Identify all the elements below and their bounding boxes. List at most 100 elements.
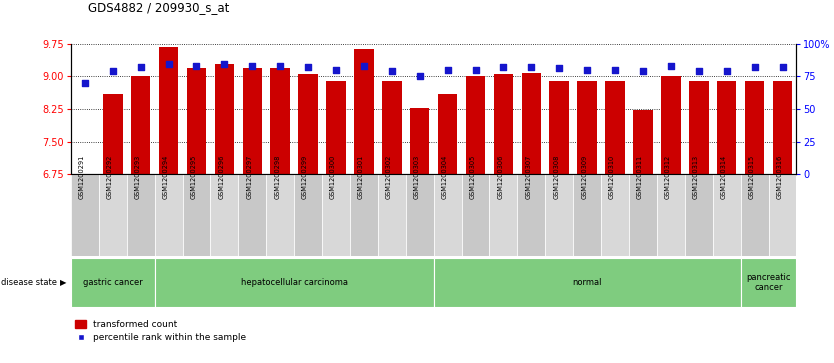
Point [580,67,594,73]
Point [692,68,706,74]
Bar [685,174,713,256]
Text: gastric cancer: gastric cancer [83,278,143,287]
Point [776,64,789,70]
Point [385,68,399,74]
Bar [187,68,206,174]
Bar [103,94,123,174]
Point [78,80,92,86]
Bar [322,174,350,256]
Text: GSM1200302: GSM1200302 [386,155,392,199]
Bar [490,174,517,256]
Bar [239,174,266,256]
Bar [494,74,513,174]
Text: GSM1200300: GSM1200300 [330,155,336,199]
Point [720,68,733,74]
Bar [131,76,150,174]
Point [329,67,343,73]
Text: GSM1200297: GSM1200297 [246,155,252,199]
Text: GSM1200305: GSM1200305 [470,155,475,199]
Bar [158,46,178,174]
Bar [773,81,792,174]
Bar [745,81,765,174]
Text: ▶: ▶ [60,278,67,287]
Text: GSM1200299: GSM1200299 [302,155,308,199]
Text: GSM1200307: GSM1200307 [525,155,531,199]
Point [497,64,510,70]
Bar [438,94,457,174]
Point [357,63,370,69]
Text: normal: normal [572,278,602,287]
Bar [354,49,374,174]
Point [469,67,482,73]
Point [441,67,455,73]
Bar [71,258,154,307]
Bar [154,258,434,307]
Bar [434,258,741,307]
Point [608,67,621,73]
Text: GSM1200315: GSM1200315 [749,155,755,199]
Bar [270,68,290,174]
Bar [605,81,625,174]
Bar [769,174,796,256]
Bar [657,174,685,256]
Text: GSM1200306: GSM1200306 [497,155,504,199]
Bar [545,174,573,256]
Text: GSM1200294: GSM1200294 [163,155,168,199]
Text: GSM1200313: GSM1200313 [693,155,699,199]
Text: GSM1200310: GSM1200310 [609,155,615,199]
Bar [573,174,601,256]
Bar [183,174,210,256]
Bar [210,174,239,256]
Bar [326,81,346,174]
Bar [266,174,294,256]
Text: pancreatic
cancer: pancreatic cancer [746,273,791,292]
Bar [299,74,318,174]
Bar [521,73,541,174]
Point [301,64,314,70]
Text: GSM1200295: GSM1200295 [190,155,197,199]
Text: GSM1200311: GSM1200311 [637,155,643,199]
Text: GSM1200314: GSM1200314 [721,155,726,199]
Point [636,68,650,74]
Bar [350,174,378,256]
Bar [517,174,545,256]
Text: GSM1200316: GSM1200316 [776,155,782,199]
Text: GSM1200296: GSM1200296 [219,155,224,199]
Text: GSM1200298: GSM1200298 [274,155,280,199]
Text: GSM1200308: GSM1200308 [553,155,560,199]
Bar [127,174,154,256]
Bar [717,81,736,174]
Point [274,63,287,69]
Point [553,65,566,71]
Text: disease state: disease state [1,278,57,287]
Point [162,62,175,68]
Bar [629,174,657,256]
Bar [98,174,127,256]
Point [525,64,538,70]
Text: GSM1200304: GSM1200304 [442,155,448,199]
Point [245,63,259,69]
Text: GSM1200303: GSM1200303 [414,155,420,199]
Text: GSM1200309: GSM1200309 [581,155,587,199]
Bar [434,174,461,256]
Point [218,62,231,68]
Point [664,63,677,69]
Text: GSM1200292: GSM1200292 [107,155,113,199]
Bar [214,64,234,174]
Legend: transformed count, percentile rank within the sample: transformed count, percentile rank withi… [75,320,247,342]
Bar [406,174,434,256]
Point [413,73,426,79]
Bar [294,174,322,256]
Text: GSM1200291: GSM1200291 [79,155,85,199]
Text: hepatocellular carcinoma: hepatocellular carcinoma [241,278,348,287]
Bar [689,81,709,174]
Bar [243,68,262,174]
Bar [601,174,629,256]
Bar [154,174,183,256]
Bar [741,258,796,307]
Bar [382,81,402,174]
Bar [378,174,406,256]
Text: GDS4882 / 209930_s_at: GDS4882 / 209930_s_at [88,1,229,15]
Point [134,64,148,70]
Point [190,63,203,69]
